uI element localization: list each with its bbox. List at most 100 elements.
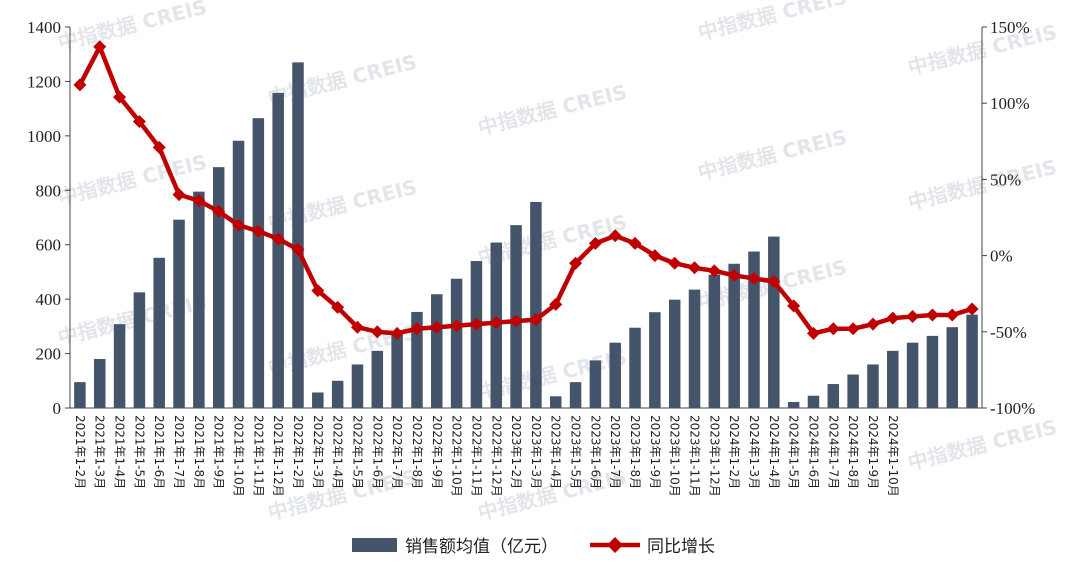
left-tick-label: 800 (36, 181, 62, 200)
bar (391, 331, 403, 408)
bar (966, 314, 978, 408)
growth-marker (906, 310, 920, 324)
growth-marker (866, 317, 880, 331)
bar (530, 201, 542, 408)
x-tick-label: 2023年1-3月 (529, 415, 543, 489)
legend-line-marker (607, 537, 623, 553)
growth-marker (390, 326, 404, 340)
left-tick-label: 1000 (27, 127, 61, 146)
growth-marker (727, 268, 741, 282)
growth-marker (569, 256, 583, 270)
bar (549, 396, 562, 408)
growth-marker (965, 302, 979, 316)
x-tick-label: 2021年1-5月 (132, 415, 146, 489)
x-tick-label: 2022年1-8月 (410, 415, 424, 489)
growth-marker (489, 316, 503, 330)
bar (847, 374, 859, 408)
x-tick-label: 2021年1-10月 (232, 415, 246, 497)
growth-marker (648, 249, 662, 263)
watermark-text: 中指数据 CREIS (265, 50, 419, 110)
bar (74, 382, 86, 408)
growth-marker (588, 236, 602, 250)
x-tick-label: 2024年1-6月 (806, 415, 820, 489)
bar (629, 327, 641, 408)
x-tick-label: 2024年1-2月 (727, 415, 741, 489)
bar (887, 350, 899, 408)
x-tick-label: 2023年1-12月 (707, 415, 721, 497)
left-tick-label: 1200 (27, 72, 61, 91)
x-tick-label: 2021年1-2月 (73, 415, 87, 489)
bar (609, 342, 621, 408)
x-tick-label: 2023年1-4月 (549, 415, 563, 489)
bar (153, 257, 165, 408)
growth-marker (93, 40, 107, 54)
x-tick-label: 2023年1-2月 (509, 415, 523, 489)
watermark-text: 中指数据 CREIS (475, 80, 629, 140)
bar (272, 92, 284, 408)
growth-marker (370, 325, 384, 339)
growth-marker (331, 300, 345, 314)
watermark-text: 中指数据 CREIS (905, 415, 1059, 475)
growth-marker (410, 322, 424, 336)
growth-marker (549, 297, 563, 311)
legend-line-label: 同比增长 (647, 537, 715, 557)
bar (411, 311, 423, 408)
growth-marker (826, 322, 840, 336)
growth-marker (152, 140, 166, 154)
x-tick-label: 2024年1-10月 (886, 415, 900, 497)
bar (133, 292, 146, 408)
x-tick-label: 2024年1-8月 (846, 415, 860, 489)
bar (827, 384, 840, 408)
bar-series (74, 62, 978, 409)
growth-marker (945, 308, 959, 322)
growth-marker (608, 229, 622, 243)
x-tick-labels: 2021年1-2月 2021年1-3月 2021年1-4月 2021年1-5月 2021… (73, 415, 900, 497)
left-tick-label: 200 (36, 345, 62, 364)
legend-bar-swatch (352, 538, 397, 552)
watermark-text: 中指数据 CREIS (55, 0, 209, 55)
watermark-text: 中指数据 CREIS (695, 0, 849, 45)
x-tick-label: 2023年1-10月 (668, 415, 682, 497)
bar (926, 335, 939, 408)
right-tick-label: 0% (990, 247, 1013, 266)
watermark-text: 中指数据 CREIS (55, 150, 209, 210)
x-tick-label: 2024年1-4月 (767, 415, 781, 489)
growth-marker (311, 284, 325, 298)
x-tick-label: 2022年1-2月 (291, 415, 305, 489)
growth-marker (291, 243, 305, 257)
bar (113, 324, 126, 408)
x-tick-label: 2021年1-4月 (113, 415, 127, 489)
growth-marker (925, 308, 939, 322)
right-tick-label: -100% (990, 399, 1035, 418)
left-tick-label: 0 (53, 399, 62, 418)
growth-marker (430, 320, 444, 334)
growth-marker (212, 204, 226, 218)
growth-marker (688, 261, 702, 275)
x-tick-label: 2024年1-7月 (826, 415, 840, 489)
growth-marker (113, 90, 127, 104)
growth-marker (450, 319, 464, 333)
bar (688, 289, 701, 408)
bar (93, 359, 106, 408)
bar (351, 364, 364, 408)
bar (748, 251, 760, 408)
bar (787, 402, 800, 408)
bar (668, 299, 681, 408)
right-tick-label: 150% (990, 18, 1030, 37)
growth-marker (787, 299, 801, 313)
bar (312, 392, 324, 408)
x-tick-label: 2022年1-11月 (469, 415, 483, 497)
x-tick-label: 2023年1-6月 (588, 415, 602, 489)
x-tick-label: 2023年1-11月 (688, 415, 702, 497)
bar (232, 140, 245, 408)
bar (193, 191, 205, 408)
x-tick-label: 2022年1-4月 (331, 415, 345, 489)
x-tick-label: 2023年1-9月 (648, 415, 662, 489)
growth-marker (350, 320, 364, 334)
x-tick-label: 2021年1-3月 (93, 415, 107, 489)
bar (728, 263, 740, 408)
watermark-text: 中指数据 CREIS (695, 125, 849, 185)
bar (173, 219, 185, 408)
